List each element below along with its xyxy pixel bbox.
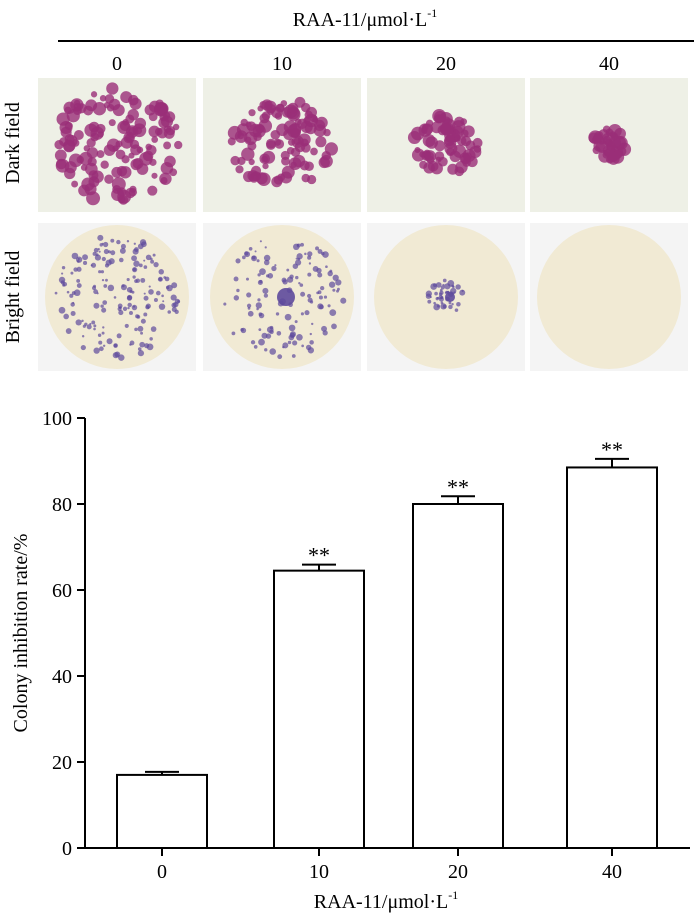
- error-bar: [145, 770, 179, 775]
- dark-field-image: [530, 78, 688, 212]
- error-bar: [595, 457, 629, 468]
- header-title-main: RAA-11/μmol·L: [293, 9, 427, 31]
- dark-field-image: [203, 78, 361, 212]
- x-tick-label: 10: [309, 861, 329, 883]
- y-tick-label: 0: [62, 838, 72, 860]
- error-bar: [441, 495, 475, 504]
- bright-field-image: [367, 223, 525, 371]
- concentration-label: 40: [599, 53, 619, 75]
- significance-label: **: [601, 437, 623, 462]
- row-label-dark: Dark field: [2, 102, 24, 184]
- x-tick-label: 0: [157, 861, 167, 883]
- concentration-labels: 0 10 20 40: [112, 53, 619, 75]
- y-tick-label: 20: [52, 752, 72, 774]
- row-label-bright: Bright field: [2, 251, 24, 344]
- significance-label: **: [447, 474, 469, 499]
- dark-field-image: [367, 78, 525, 212]
- significance-label: **: [308, 543, 330, 568]
- bar: [273, 569, 365, 850]
- concentration-label: 10: [272, 53, 292, 75]
- concentration-label: 20: [436, 53, 456, 75]
- x-tick-label: 20: [448, 861, 468, 883]
- header-title-sup: -1: [427, 6, 437, 20]
- y-tick-label: 100: [42, 408, 72, 430]
- bar: [412, 503, 504, 849]
- y-tick-label: 60: [52, 580, 72, 602]
- bar-chart: 0 20 40 60 80 100 0 ** 10 ** 20 ** 40 RAA-11/μmol·L-1…: [10, 408, 690, 913]
- error-bar: [302, 563, 336, 571]
- concentration-label: 0: [112, 53, 122, 75]
- image-grid: [38, 78, 688, 371]
- bar: [566, 466, 658, 849]
- bright-field-image: [38, 223, 196, 371]
- header-title: RAA-11/μmol·L-1: [293, 6, 437, 31]
- y-tick-label: 80: [52, 494, 72, 516]
- x-tick-label: 40: [602, 861, 622, 883]
- x-axis-label: RAA-11/μmol·L-1: [314, 888, 458, 913]
- y-tick-label: 40: [52, 666, 72, 688]
- dark-field-image: [38, 78, 196, 212]
- y-axis-label: Colony inhibition rate/%: [10, 534, 32, 733]
- bright-field-image: [530, 223, 688, 371]
- bright-field-image: [203, 223, 361, 371]
- bar: [116, 773, 208, 850]
